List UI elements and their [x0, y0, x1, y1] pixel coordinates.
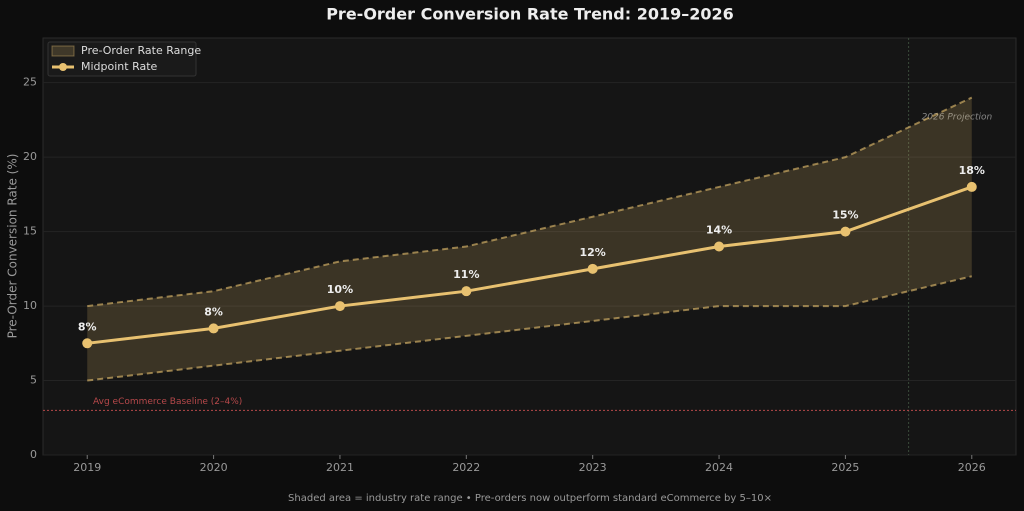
- y-tick-label: 0: [30, 448, 37, 461]
- data-label: 10%: [327, 283, 353, 296]
- legend-label: Midpoint Rate: [81, 60, 158, 73]
- data-point: [714, 241, 725, 252]
- data-point: [208, 323, 219, 334]
- x-tick-label: 2021: [326, 461, 354, 474]
- legend-marker: [59, 63, 67, 71]
- data-point: [966, 181, 977, 192]
- x-tick-label: 2026: [958, 461, 986, 474]
- series-line: [87, 185, 973, 345]
- range-band: [87, 97, 972, 381]
- range-lower-line: [87, 275, 973, 382]
- y-axis-label: Pre-Order Conversion Rate (%): [6, 154, 20, 339]
- y-tick-label: 25: [23, 76, 37, 89]
- data-label: 18%: [959, 164, 985, 177]
- legend-swatch: [51, 45, 75, 57]
- data-point: [587, 263, 598, 274]
- y-tick-label: 15: [23, 225, 37, 238]
- y-tick-label: 10: [23, 299, 37, 312]
- data-point: [461, 286, 472, 297]
- data-label: 8%: [204, 305, 223, 318]
- y-tick-label: 5: [30, 374, 37, 387]
- data-point: [334, 301, 345, 312]
- baseline-label: Avg eCommerce Baseline (2–4%): [93, 397, 242, 407]
- legend-label: Pre-Order Rate Range: [81, 44, 201, 57]
- data-point: [82, 338, 93, 349]
- range-upper-line: [87, 96, 973, 308]
- legend-box: [47, 41, 197, 77]
- plot-area: [42, 37, 1017, 456]
- y-tick-label: 20: [23, 150, 37, 163]
- x-tick-label: 2023: [579, 461, 607, 474]
- data-label: 11%: [453, 268, 479, 281]
- data-point: [840, 226, 851, 237]
- footnote: Shaded area = industry rate range • Pre-…: [288, 493, 772, 504]
- x-tick-label: 2024: [705, 461, 733, 474]
- data-label: 15%: [832, 209, 858, 222]
- x-tick-label: 2020: [200, 461, 228, 474]
- data-label: 12%: [580, 246, 606, 259]
- x-tick-label: 2025: [831, 461, 859, 474]
- chart-title: Pre-Order Conversion Rate Trend: 2019–20…: [326, 5, 734, 24]
- x-tick-label: 2019: [73, 461, 101, 474]
- projection-label: 2026 Projection: [922, 113, 993, 123]
- data-label: 8%: [78, 320, 97, 333]
- x-tick-label: 2022: [452, 461, 480, 474]
- data-label: 14%: [706, 224, 732, 237]
